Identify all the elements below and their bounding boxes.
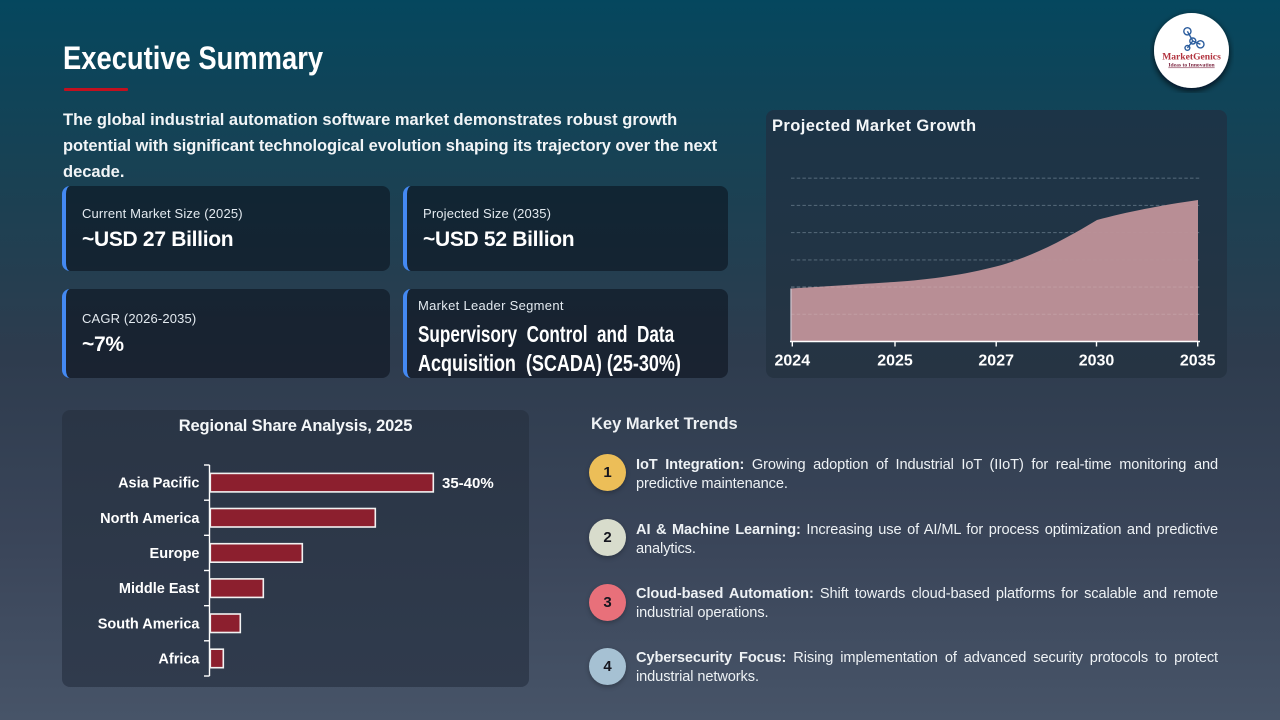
svg-text:Middle East: Middle East — [119, 581, 200, 597]
svg-text:Europe: Europe — [150, 546, 200, 562]
svg-text:35-40%: 35-40% — [442, 475, 494, 492]
svg-text:2025: 2025 — [877, 353, 913, 370]
svg-text:Asia Pacific: Asia Pacific — [118, 476, 199, 492]
svg-text:2027: 2027 — [978, 353, 1014, 370]
svg-text:North America: North America — [100, 511, 200, 527]
svg-text:2030: 2030 — [1079, 353, 1115, 370]
svg-text:MarketGenics: MarketGenics — [1162, 52, 1221, 63]
svg-text:2024: 2024 — [775, 353, 811, 370]
svg-text:Ideas to Innovation: Ideas to Innovation — [1168, 63, 1215, 69]
svg-text:Africa: Africa — [158, 651, 200, 667]
svg-text:2035: 2035 — [1180, 353, 1216, 370]
svg-text:South America: South America — [98, 616, 201, 632]
